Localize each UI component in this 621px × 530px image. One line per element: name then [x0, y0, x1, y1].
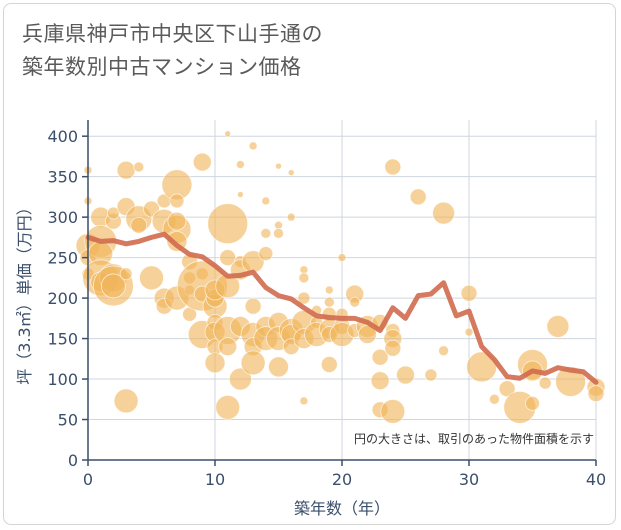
x-tick-label-0: 0	[83, 470, 93, 489]
bubble-point-123	[460, 284, 478, 302]
bubble-point-68	[240, 350, 266, 376]
bubble-point-21	[130, 216, 148, 234]
y-tick-label-50: 50	[58, 411, 78, 430]
chart-title: 兵庫県神戸市中央区下山手通の 築年数別中古マンション価格	[22, 18, 582, 84]
bubble-point-81	[286, 212, 296, 222]
trend-line	[85, 231, 599, 385]
bubble-point-62	[228, 367, 252, 391]
x-tick-label-10: 10	[205, 470, 225, 489]
bubble-point-57	[235, 160, 245, 169]
bubble-point-105	[349, 296, 361, 308]
bubble-point-121	[432, 201, 456, 225]
bubble-point-122	[438, 345, 450, 357]
chart-title-line-2: 築年数別中古マンション価格	[22, 55, 302, 79]
bubble-point-124	[464, 327, 474, 337]
bubble-point-100	[337, 253, 347, 263]
bubble-point-38	[192, 152, 212, 172]
bubble-point-56	[215, 394, 241, 420]
bubble-point-20	[133, 161, 145, 173]
bubble-point-29	[169, 193, 185, 209]
y-tick-label-100: 100	[47, 370, 78, 389]
bubble-point-55	[218, 337, 238, 357]
bubble-point-134	[555, 366, 586, 397]
y-tick-label-350: 350	[47, 168, 78, 187]
bubble-point-18	[119, 267, 133, 281]
bubble-size-annotation: 円の大きさは、取引のあった物件面積を示す	[354, 431, 594, 446]
bubble-point-74	[275, 162, 282, 170]
bubble-point-113	[384, 158, 402, 176]
bubble-point-86	[298, 272, 310, 284]
bubble-point-33	[167, 211, 187, 231]
bubble-point-131	[525, 395, 540, 411]
bubble-point-119	[409, 188, 427, 206]
bubble-point-95	[323, 296, 335, 308]
bubble-point-80	[287, 169, 295, 177]
bubble-point-99	[320, 356, 338, 373]
bubble-point-76	[273, 227, 284, 239]
bubble-point-70	[260, 227, 272, 239]
bubble-point-90	[299, 396, 309, 406]
bubble-point-116	[384, 339, 402, 357]
tick-labels: 0 50 100 150 200 250 300 350 400 0 10 20 30 40	[47, 127, 606, 489]
bubble-point-132	[538, 376, 552, 390]
trend-line-series	[85, 231, 599, 385]
bubble-point-127	[498, 380, 516, 398]
y-tick-label-400: 400	[47, 127, 78, 146]
bubble-point-15	[116, 160, 136, 180]
bubble-point-50	[224, 130, 232, 138]
bubble-point-108	[357, 325, 377, 344]
bubble-point-14	[101, 273, 126, 299]
bubble-point-49	[204, 352, 226, 374]
chart-title-line-1: 兵庫県神戸市中央区下山手通の	[22, 22, 323, 46]
bubble-point-94	[324, 285, 334, 295]
bubble-point-125	[466, 351, 498, 383]
bubble-point-111	[370, 371, 390, 391]
y-tick-label-150: 150	[47, 330, 78, 349]
bubble-point-110	[371, 348, 389, 366]
y-tick-label-250: 250	[47, 249, 78, 268]
x-tick-label-30: 30	[459, 470, 479, 489]
bubble-point-51	[207, 203, 249, 245]
x-tick-label-40: 40	[586, 470, 606, 489]
bubble-point-136	[587, 385, 605, 403]
y-tick-label-300: 300	[47, 208, 78, 227]
bubble-point-118	[396, 365, 415, 385]
bubble-point-17	[113, 388, 139, 414]
bubble-point-79	[268, 356, 289, 378]
bubble-point-69	[261, 196, 271, 206]
bubble-point-71	[258, 246, 274, 261]
x-tick-label-20: 20	[332, 470, 352, 489]
bubble-point-63	[248, 141, 258, 151]
bubble-point-133	[546, 315, 570, 338]
bubble-point-58	[236, 191, 244, 198]
bubble-point-120	[424, 368, 438, 382]
bubble-point-65	[244, 297, 262, 315]
bubble-point-117	[380, 399, 406, 424]
bubble-series	[75, 130, 606, 424]
y-tick-label-200: 200	[47, 289, 78, 308]
y-axis-label: 坪（3.3㎡）単価（万円）	[15, 199, 34, 384]
x-axis-label: 築年数（年）	[294, 499, 390, 518]
bubble-point-126	[488, 393, 500, 405]
bubble-point-22	[139, 265, 164, 291]
bubble-point-87	[297, 291, 311, 305]
y-tick-label-0: 0	[68, 451, 78, 470]
